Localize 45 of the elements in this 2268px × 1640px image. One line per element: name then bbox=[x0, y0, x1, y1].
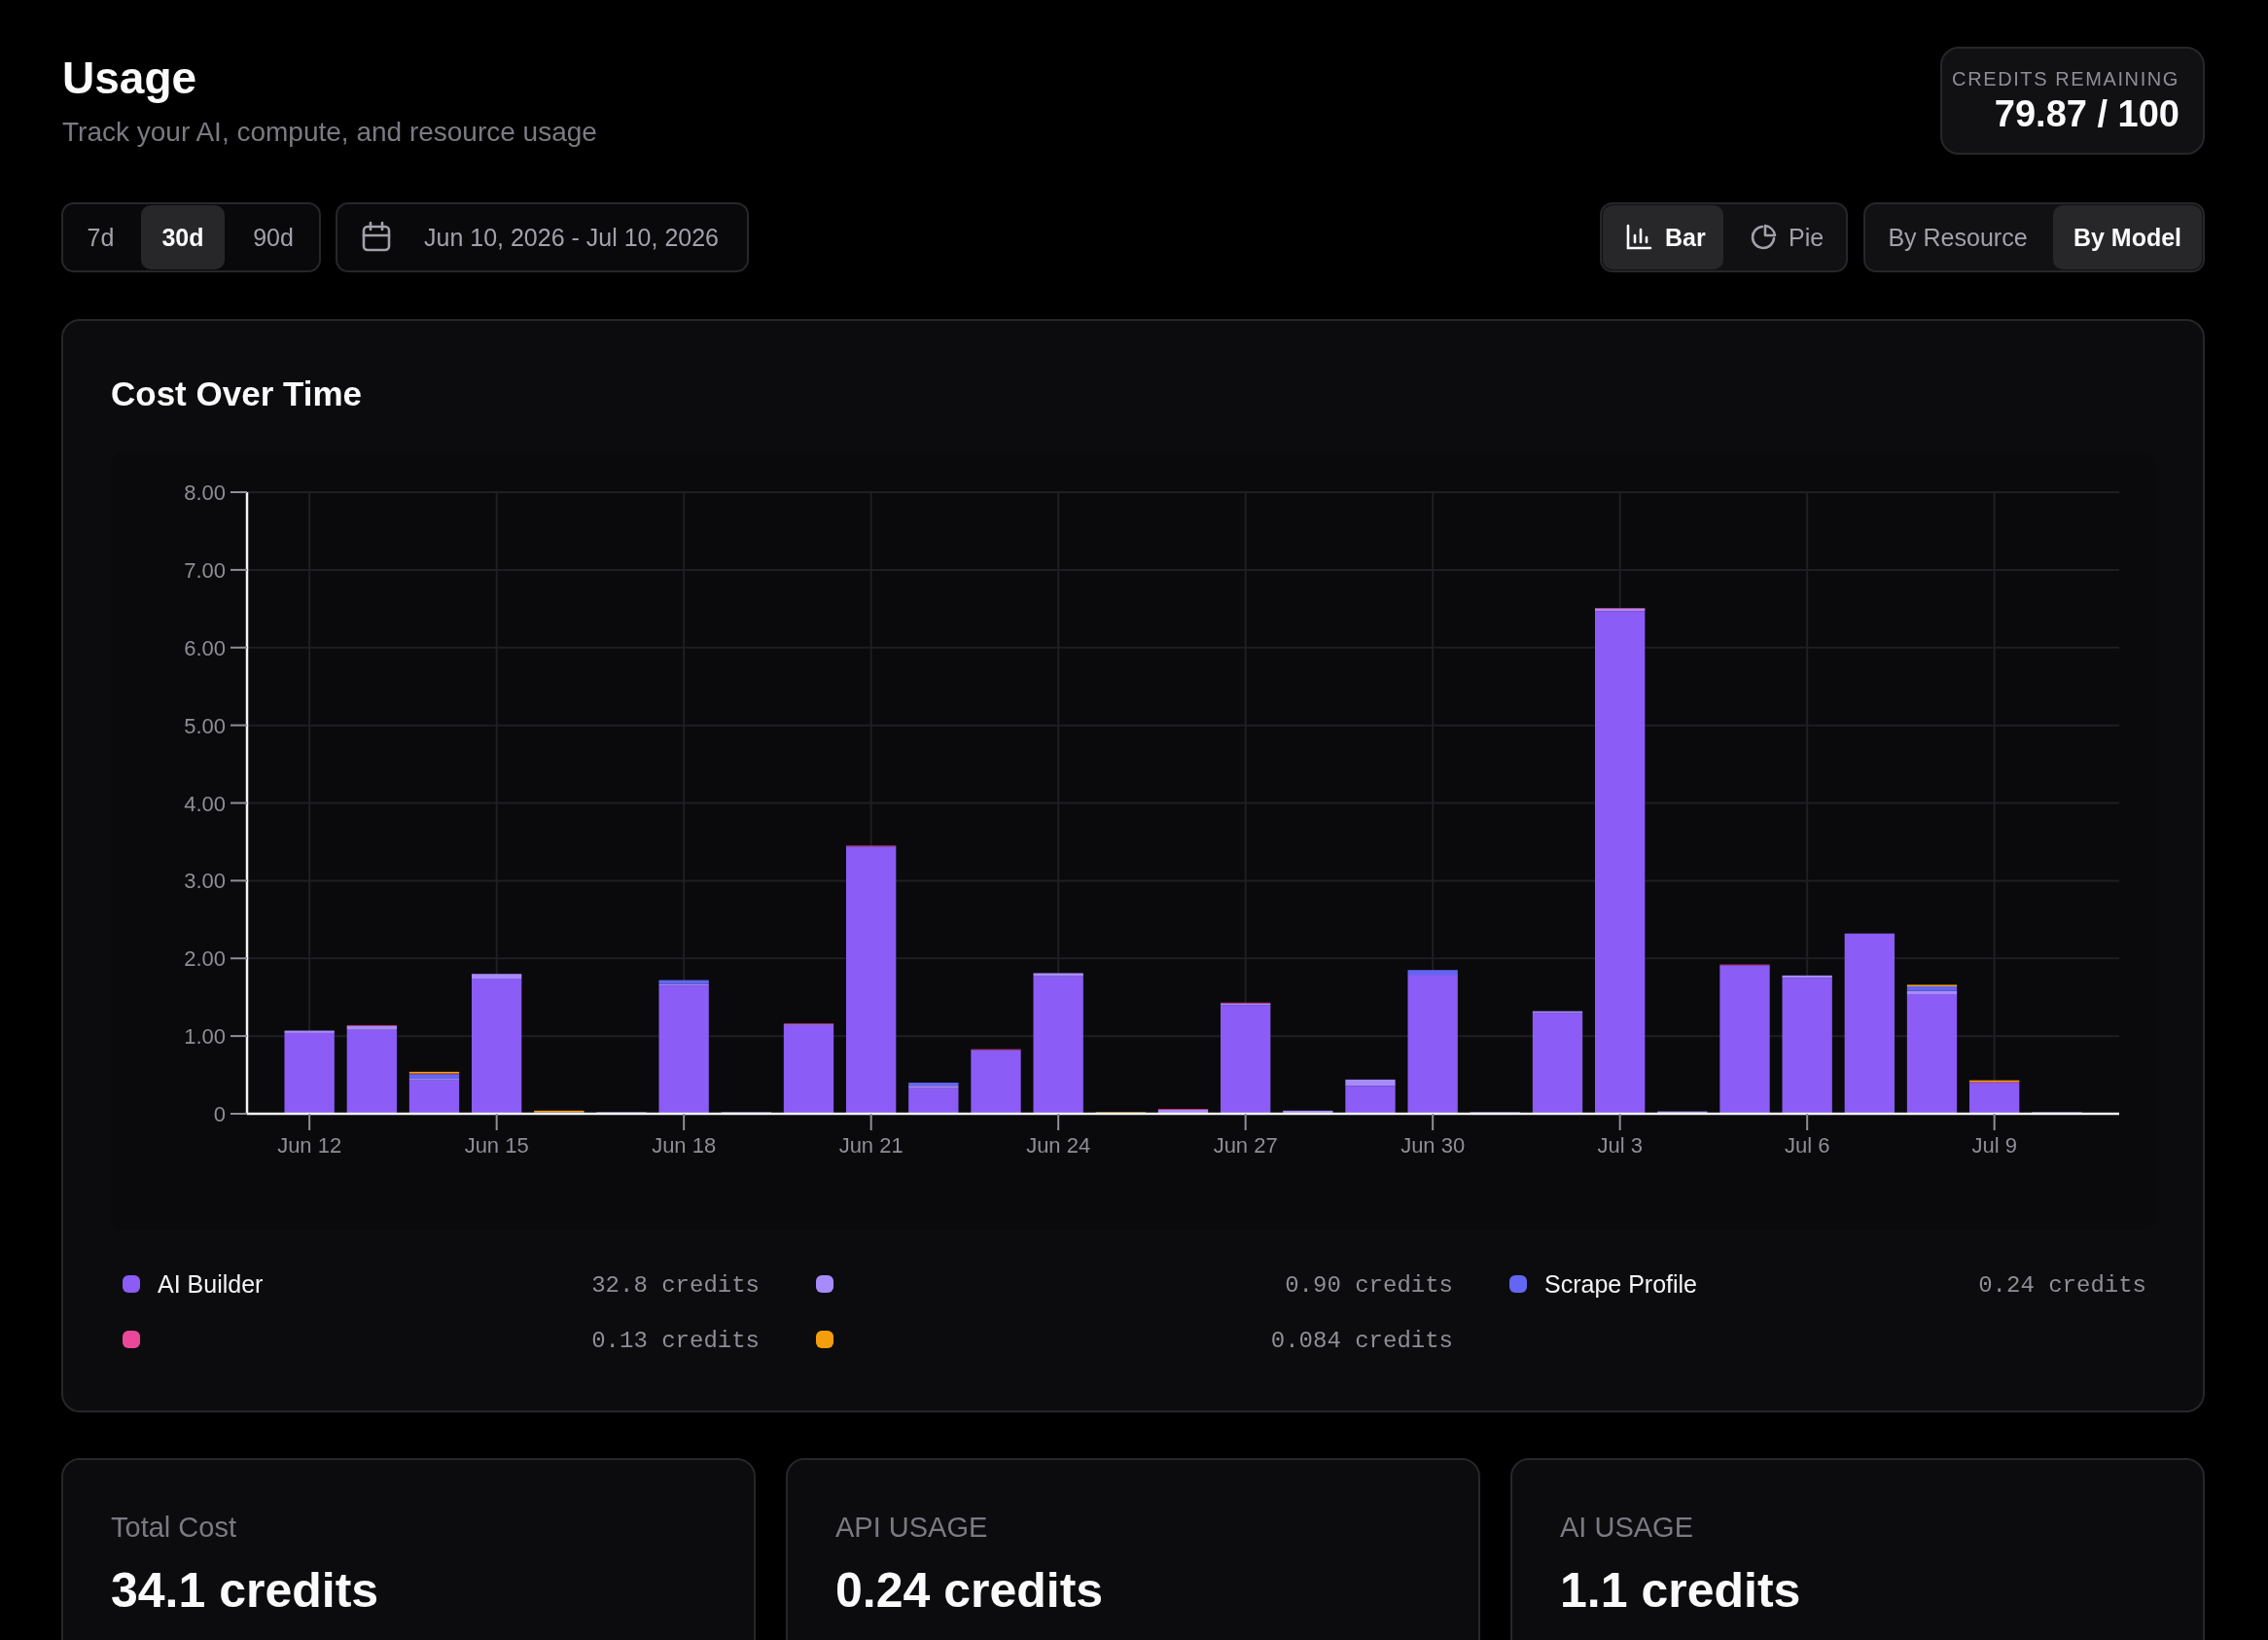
text: 0.24 credits bbox=[1978, 1272, 2146, 1299]
y-tick-label: 0 bbox=[213, 1102, 226, 1126]
text: 34.1 credits bbox=[111, 1563, 379, 1618]
text: 90d bbox=[253, 224, 294, 251]
text: Pie bbox=[1789, 224, 1825, 251]
text: AI USAGE bbox=[1560, 1512, 1693, 1543]
legend-label: Scrape Profile bbox=[1544, 1270, 1698, 1298]
y-tick-label: 3.00 bbox=[184, 869, 226, 894]
x-tick-label: Jun 21 bbox=[838, 1133, 904, 1158]
x-tick-label: Jul 6 bbox=[1784, 1133, 1830, 1158]
text: 0.084 credits bbox=[1270, 1328, 1453, 1354]
x-tick-label: Jun 18 bbox=[652, 1133, 717, 1158]
y-tick-label: 1.00 bbox=[184, 1024, 226, 1050]
text: Jun 10, 2026 - Jul 10, 2026 bbox=[424, 224, 720, 251]
text: 1.1 credits bbox=[1560, 1563, 1801, 1618]
text: By Model bbox=[2073, 224, 2182, 251]
x-tick-label: Jul 3 bbox=[1597, 1133, 1643, 1158]
y-tick-label: 5.00 bbox=[184, 713, 226, 738]
text: Total Cost bbox=[111, 1512, 236, 1543]
x-tick-label: Jun 30 bbox=[1400, 1133, 1466, 1158]
x-tick-label: Jun 15 bbox=[464, 1133, 529, 1158]
text: Track your AI, compute, and resource usage bbox=[62, 117, 597, 147]
text: 0.24 credits bbox=[835, 1563, 1104, 1618]
text: 32.8 credits bbox=[591, 1272, 760, 1299]
text: 0.90 credits bbox=[1285, 1272, 1453, 1299]
x-tick-label: Jun 12 bbox=[277, 1133, 342, 1158]
text: API USAGE bbox=[835, 1512, 988, 1543]
y-tick-label: 2.00 bbox=[184, 946, 226, 972]
text: 79.87 / 100 bbox=[1994, 93, 2179, 134]
y-tick-label: 8.00 bbox=[184, 481, 226, 505]
y-tick-label: 7.00 bbox=[184, 557, 226, 583]
text: Bar bbox=[1665, 224, 1706, 251]
y-tick-label: 6.00 bbox=[184, 635, 226, 660]
text: Usage bbox=[62, 53, 197, 103]
chart-title: Cost Over Time bbox=[111, 374, 363, 412]
y-tick-label: 4.00 bbox=[184, 791, 226, 816]
text: 0.13 credits bbox=[591, 1328, 760, 1354]
x-tick-label: Jun 24 bbox=[1026, 1133, 1091, 1158]
text: By Resource bbox=[1888, 224, 2028, 251]
x-tick-label: Jul 9 bbox=[1971, 1133, 2017, 1158]
text: 7d bbox=[87, 224, 115, 251]
text: CREDITS REMAINING bbox=[1952, 68, 2179, 89]
legend-label: AI Builder bbox=[158, 1270, 264, 1298]
x-tick-label: Jun 27 bbox=[1213, 1133, 1278, 1158]
text: 30d bbox=[161, 224, 204, 251]
